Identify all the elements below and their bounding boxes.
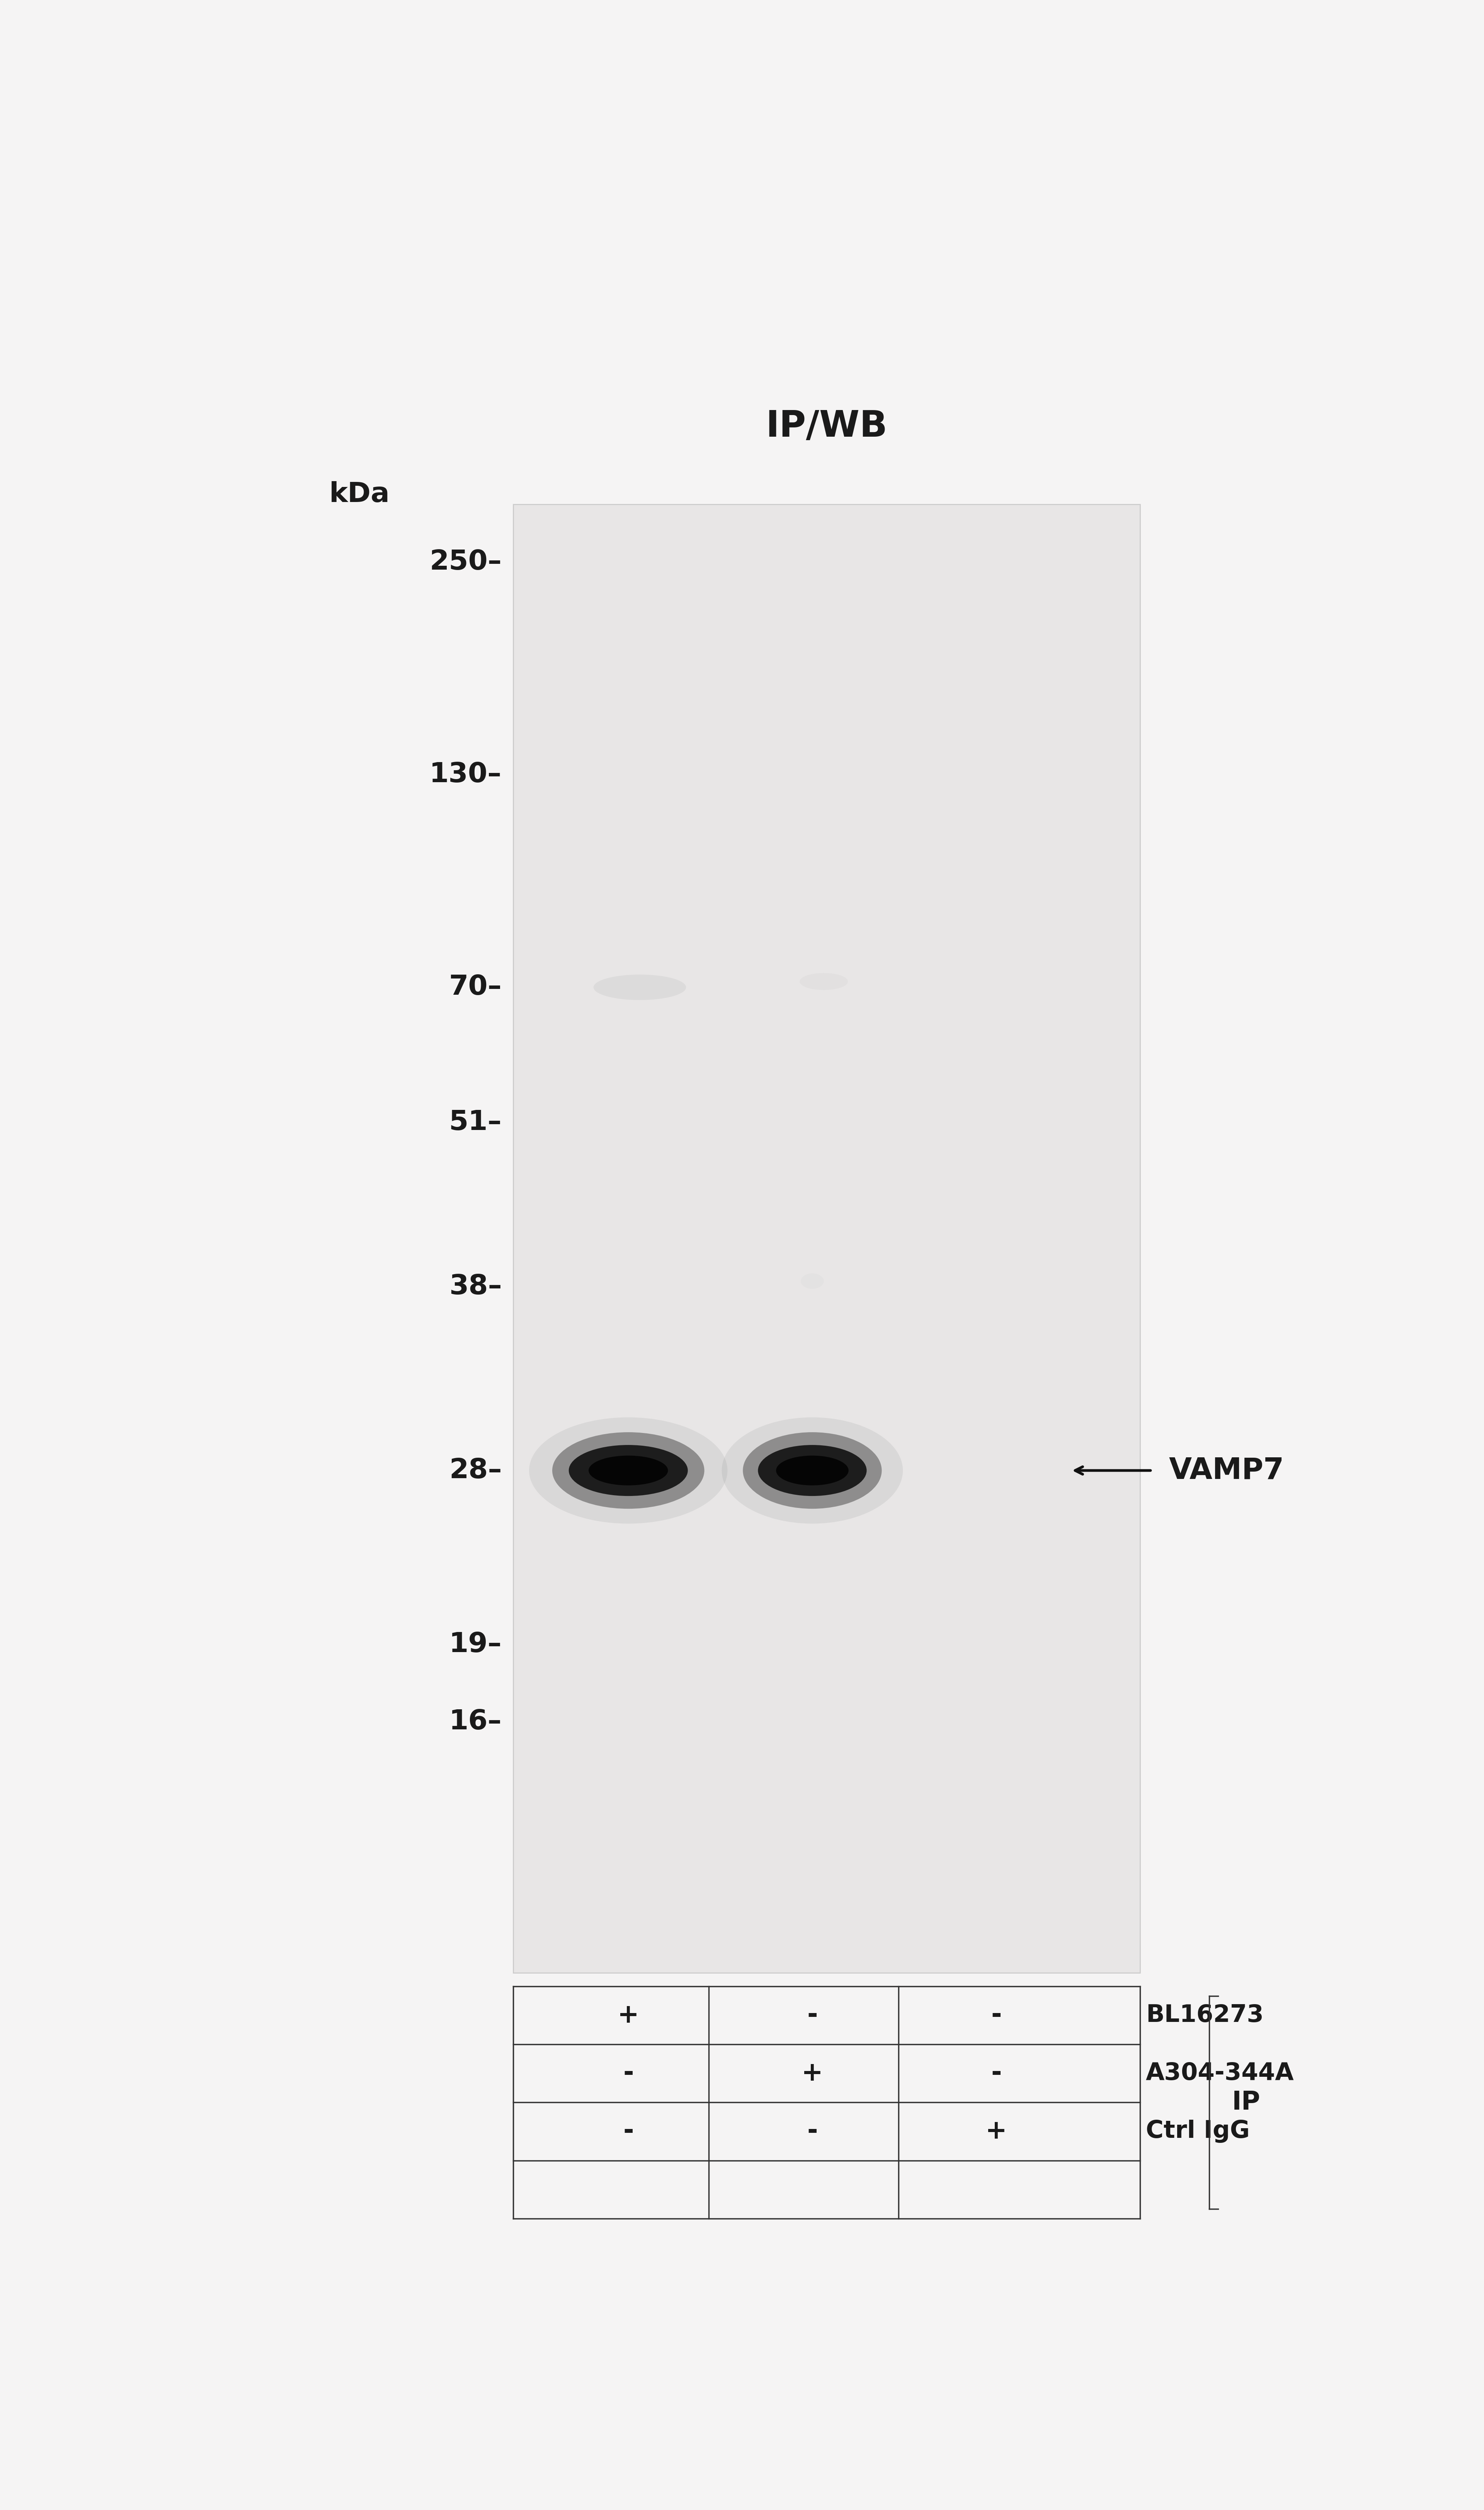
Text: kDa: kDa (329, 482, 390, 507)
Text: +: + (985, 2118, 1008, 2144)
Text: 28–: 28– (450, 1458, 502, 1483)
Text: 130–: 130– (429, 761, 502, 788)
Text: -: - (807, 2118, 818, 2144)
Text: A304-344A: A304-344A (1146, 2061, 1294, 2086)
Text: BL16273: BL16273 (1146, 2003, 1264, 2028)
Text: IP: IP (1232, 2091, 1260, 2116)
Ellipse shape (800, 974, 847, 989)
Text: +: + (801, 2061, 824, 2086)
Text: 38–: 38– (450, 1273, 502, 1300)
Text: -: - (991, 2003, 1002, 2028)
Text: -: - (623, 2061, 634, 2086)
Text: 16–: 16– (450, 1709, 502, 1734)
Text: +: + (617, 2003, 640, 2028)
Ellipse shape (721, 1418, 902, 1524)
Ellipse shape (552, 1433, 705, 1509)
Ellipse shape (589, 1456, 668, 1486)
Text: IP/WB: IP/WB (766, 409, 887, 444)
Ellipse shape (801, 1273, 824, 1288)
Text: 19–: 19– (450, 1632, 502, 1657)
Ellipse shape (758, 1446, 867, 1496)
Text: 51–: 51– (450, 1109, 502, 1137)
Ellipse shape (568, 1446, 687, 1496)
Text: -: - (991, 2061, 1002, 2086)
Ellipse shape (743, 1433, 881, 1509)
Text: VAMP7: VAMP7 (1169, 1456, 1284, 1486)
Text: 70–: 70– (448, 974, 502, 1001)
Bar (513, 505, 1140, 1973)
Text: -: - (807, 2003, 818, 2028)
Text: 250–: 250– (429, 550, 502, 575)
Text: Ctrl IgG: Ctrl IgG (1146, 2121, 1250, 2144)
Ellipse shape (530, 1418, 727, 1524)
Text: -: - (623, 2118, 634, 2144)
Ellipse shape (776, 1456, 849, 1486)
Ellipse shape (594, 974, 686, 999)
